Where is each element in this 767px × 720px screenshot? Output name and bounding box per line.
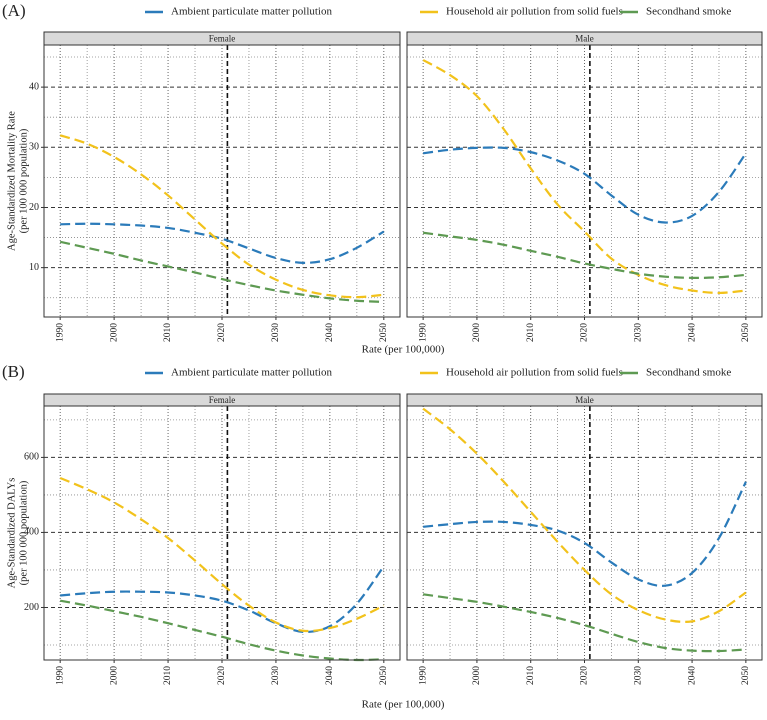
series-line	[422, 407, 747, 624]
plot-frame	[43, 44, 401, 318]
y-axis-label: Age-Standardized DALYs	[6, 478, 17, 589]
legend-label: Secondhand smoke	[646, 6, 731, 18]
x-tick-label: 2010	[526, 323, 536, 342]
y-tick-label: 30	[29, 142, 39, 153]
x-tick-label: 2010	[163, 323, 173, 342]
legend-label: Secondhand smoke	[646, 367, 731, 379]
series-line	[422, 146, 747, 224]
plot-frame	[43, 405, 401, 661]
strip-title: Male	[575, 34, 594, 44]
x-tick-label: 2000	[472, 323, 482, 342]
strip-title: Female	[209, 34, 236, 44]
series-line	[59, 599, 384, 662]
x-tick-label: 2020	[217, 666, 227, 685]
x-tick-label: 2010	[163, 666, 173, 685]
series-line	[423, 481, 747, 588]
x-tick-label: 2030	[271, 666, 281, 685]
panel-label: (A)	[2, 1, 26, 20]
x-axis-label: Rate (per 100,000)	[362, 344, 445, 356]
x-tick-label: 1990	[55, 666, 65, 685]
legend-label: Household air pollution from solid fuels	[446, 6, 623, 18]
y-tick-label: 40	[29, 81, 39, 92]
x-tick-label: 2000	[109, 666, 119, 685]
x-tick-label: 2050	[379, 666, 389, 685]
x-tick-label: 2030	[271, 323, 281, 342]
y-tick-label: 200	[24, 602, 39, 613]
x-tick-label: 2020	[580, 666, 590, 685]
series-line	[60, 222, 385, 264]
series-line	[59, 134, 384, 299]
legend-label: Ambient particulate matter pollution	[171, 6, 332, 18]
x-tick-label: 2040	[687, 323, 697, 342]
y-tick-label: 400	[24, 527, 39, 538]
strip-title: Female	[209, 395, 236, 405]
x-tick-label: 2050	[379, 323, 389, 342]
x-tick-label: 1990	[418, 323, 428, 342]
x-tick-label: 2010	[526, 666, 536, 685]
x-tick-label: 1990	[55, 323, 65, 342]
y-axis-label: Age-Standardized Mortality Rate	[6, 111, 17, 251]
x-tick-label: 2040	[687, 666, 697, 685]
series-line	[422, 593, 746, 653]
y-axis-label: (per 100 000 population)	[18, 480, 29, 585]
plot-frame	[406, 44, 763, 318]
series-line	[59, 477, 385, 633]
panel-label: (B)	[2, 362, 25, 381]
y-tick-label: 20	[29, 202, 39, 213]
series-line	[422, 59, 746, 295]
x-tick-label: 2000	[472, 666, 482, 685]
strip-title: Male	[575, 395, 594, 405]
series-line	[60, 565, 385, 634]
series-line	[422, 231, 746, 280]
legend-label: Ambient particulate matter pollution	[171, 367, 332, 379]
legend-label: Household air pollution from solid fuels	[446, 367, 623, 379]
x-tick-label: 2040	[325, 666, 335, 685]
x-tick-label: 1990	[418, 666, 428, 685]
plot-frame	[406, 405, 763, 661]
x-tick-label: 2030	[633, 323, 643, 342]
x-tick-label: 2050	[741, 323, 751, 342]
y-tick-label: 10	[29, 262, 39, 273]
y-axis-label: (per 100 000 population)	[18, 128, 29, 233]
x-tick-label: 2020	[217, 323, 227, 342]
x-tick-label: 2000	[109, 323, 119, 342]
x-tick-label: 2050	[741, 666, 751, 685]
x-tick-label: 2040	[325, 323, 335, 342]
series-line	[59, 240, 384, 304]
y-tick-label: 600	[24, 452, 39, 463]
x-axis-label: Rate (per 100,000)	[362, 699, 445, 711]
x-tick-label: 2030	[633, 666, 643, 685]
x-tick-label: 2020	[580, 323, 590, 342]
